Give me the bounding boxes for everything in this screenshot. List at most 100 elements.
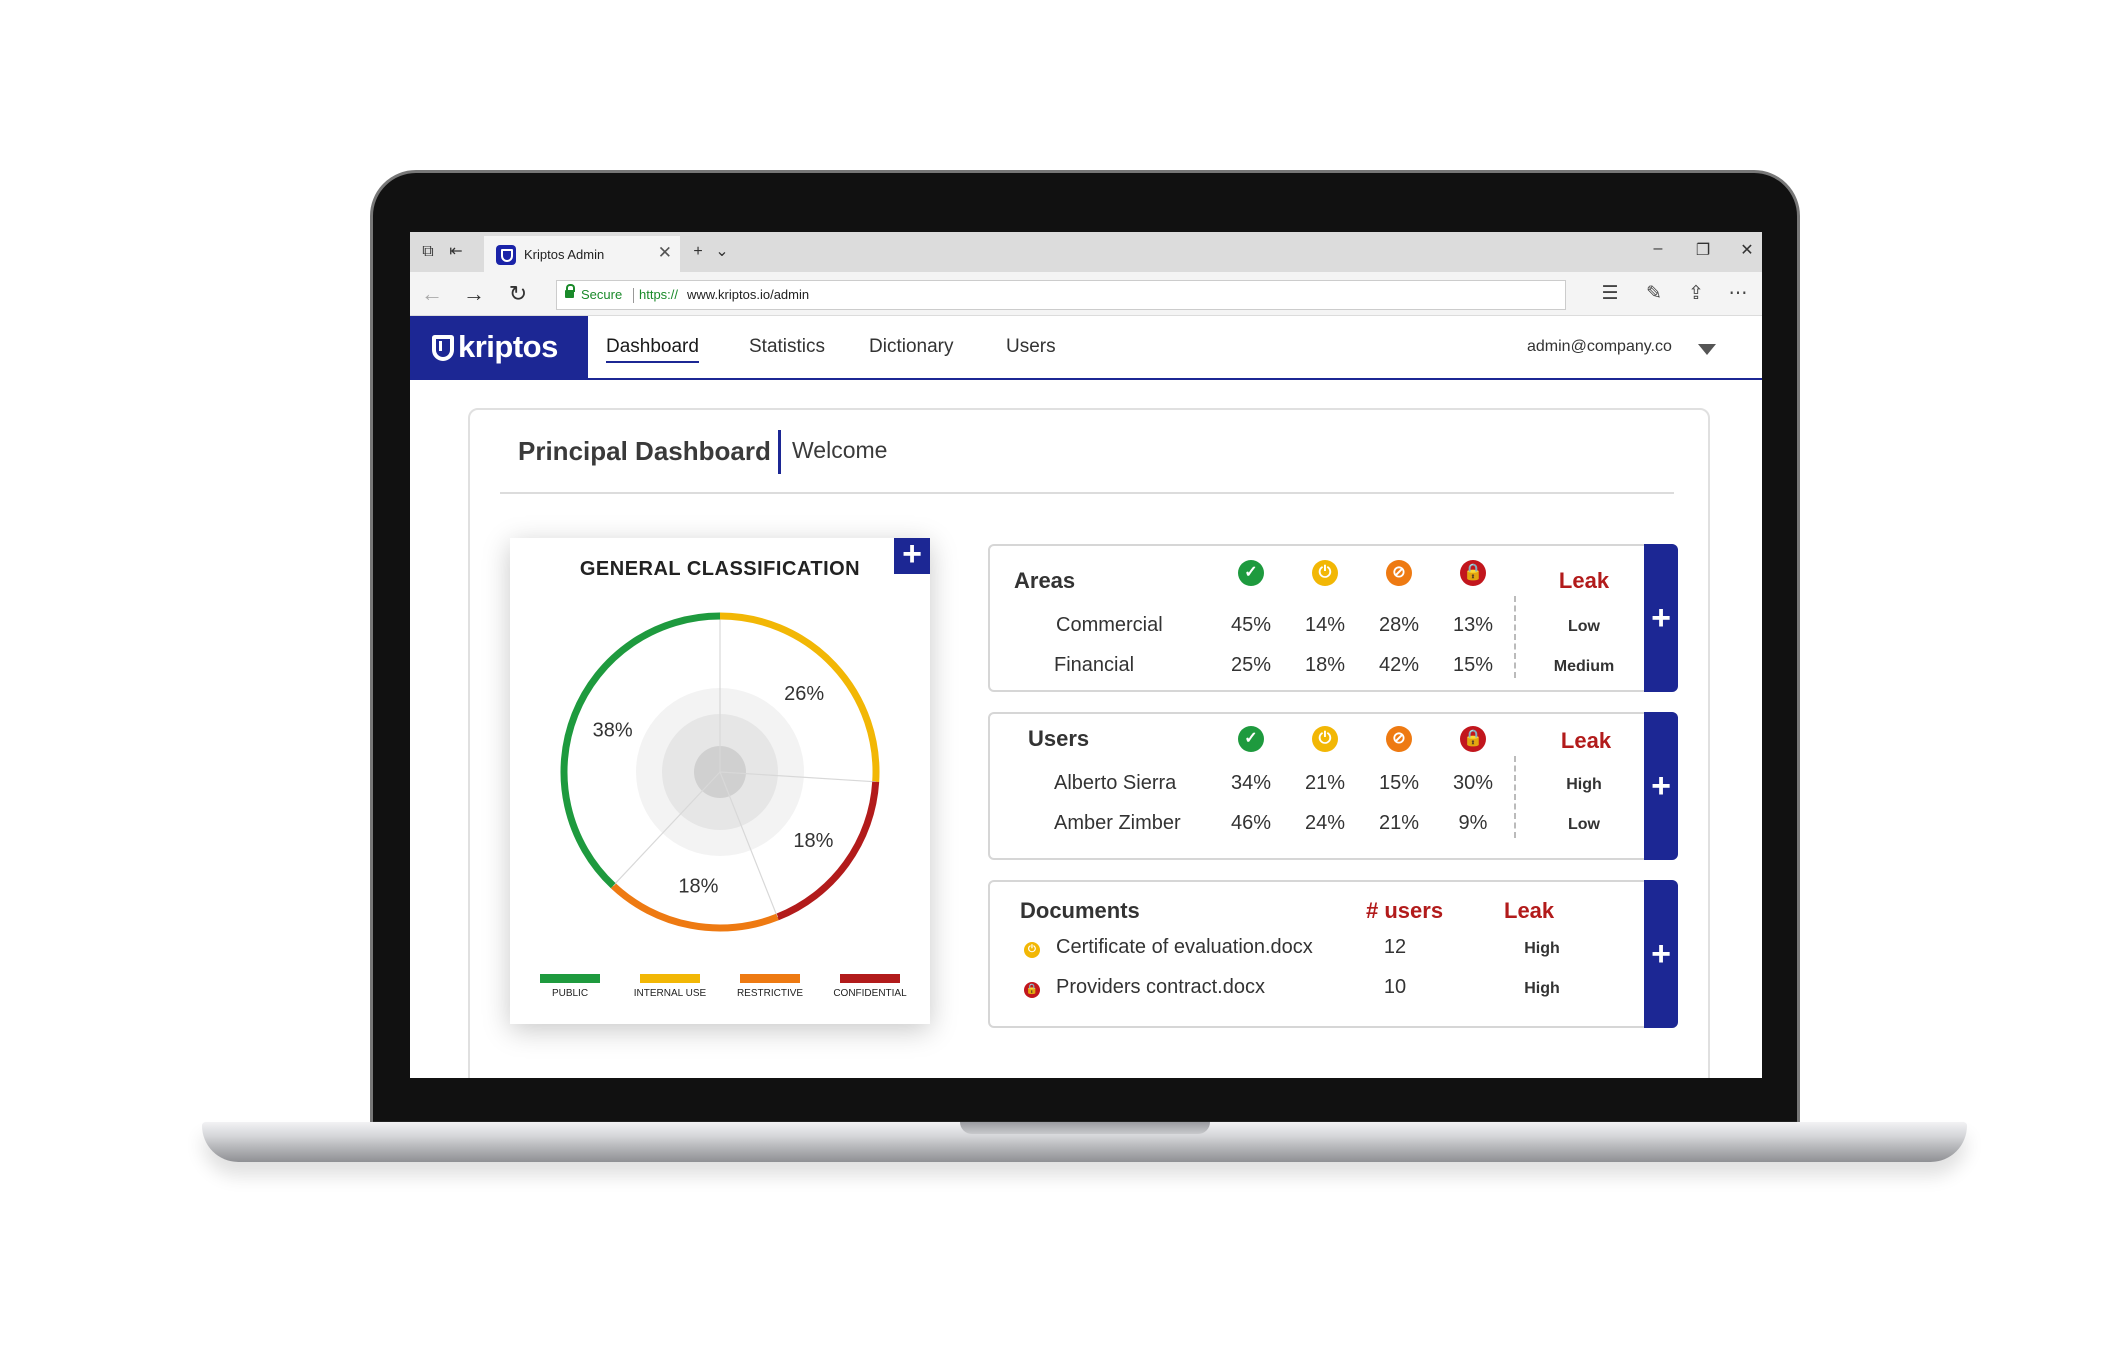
back-arrow-icon[interactable]: ← bbox=[421, 281, 443, 306]
legend-confidential: CONFIDENTIAL bbox=[820, 974, 920, 999]
user-internal-value: 24% bbox=[1304, 812, 1346, 834]
nav-dictionary[interactable]: Dictionary bbox=[869, 336, 954, 357]
user-leak-level: Low bbox=[1568, 816, 1600, 833]
internal-use-icon: ⏻ bbox=[1312, 726, 1338, 752]
legend-restrictive-swatch bbox=[740, 974, 800, 983]
tab-actions-icon[interactable]: ⧉ bbox=[422, 243, 434, 260]
reading-list-icon[interactable]: ☰ bbox=[1601, 283, 1619, 304]
slice-divider bbox=[719, 771, 876, 783]
confidential-lock-icon: 🔒 bbox=[1460, 560, 1486, 586]
internal-use-icon: ⏻ bbox=[1312, 560, 1338, 586]
legend-internal-use: INTERNAL USE bbox=[620, 974, 720, 999]
browser-tabbar: ⧉ ⇤ Kriptos Admin ✕ + ⌄ – ❐ ✕ bbox=[410, 232, 1762, 272]
classification-legend: PUBLIC INTERNAL USE RESTRICTIVE CONFIDEN… bbox=[510, 974, 930, 1014]
legend-confidential-swatch bbox=[840, 974, 900, 983]
legend-public-label: PUBLIC bbox=[551, 988, 589, 999]
document-name[interactable]: Providers contract.docx bbox=[1056, 976, 1265, 998]
forward-arrow-icon[interactable]: → bbox=[463, 281, 485, 306]
tab-title: Kriptos Admin bbox=[524, 247, 605, 262]
dashboard-panel: Principal Dashboard Welcome GENERAL CLAS… bbox=[468, 408, 1710, 1078]
window-close-icon[interactable]: ✕ bbox=[1740, 242, 1754, 259]
slice-label: 38% bbox=[593, 720, 633, 742]
classification-expand-button[interactable]: + bbox=[894, 537, 930, 574]
document-name[interactable]: Certificate of evaluation.docx bbox=[1056, 936, 1313, 958]
user-public-value: 34% bbox=[1230, 772, 1272, 794]
refresh-icon[interactable]: ↻ bbox=[508, 281, 528, 306]
area-restrictive-value: 42% bbox=[1378, 654, 1420, 676]
area-public-value: 25% bbox=[1230, 654, 1272, 676]
url-text: www.kriptos.io/admin bbox=[687, 287, 810, 302]
documents-expand-button[interactable]: + bbox=[1644, 880, 1678, 1028]
areas-card: Areas ✓ ⏻ ⊘ 🔒 Leak Commercial 45% 14% 28… bbox=[988, 544, 1678, 692]
document-leak-level: High bbox=[1524, 940, 1560, 957]
legend-restrictive-label: RESTRICTIVE bbox=[736, 988, 804, 999]
app-header: kriptos Dashboard Statistics Dictionary … bbox=[410, 316, 1762, 380]
slice-divider bbox=[719, 771, 778, 918]
restrictive-icon: ⊘ bbox=[1386, 726, 1412, 752]
public-check-icon: ✓ bbox=[1238, 560, 1264, 586]
user-public-value: 46% bbox=[1230, 812, 1272, 834]
slice-internal-use[interactable] bbox=[719, 612, 880, 783]
user-internal-value: 21% bbox=[1304, 772, 1346, 794]
legend-restrictive: RESTRICTIVE bbox=[720, 974, 820, 999]
slice-public[interactable] bbox=[560, 612, 721, 889]
areas-divider bbox=[1514, 596, 1516, 678]
page-subtitle: Welcome bbox=[792, 437, 888, 463]
new-tab-icon[interactable]: + bbox=[693, 243, 703, 260]
logo-text: kriptos bbox=[458, 329, 558, 364]
user-leak-level: High bbox=[1566, 776, 1602, 793]
minimize-icon[interactable]: – bbox=[1653, 240, 1663, 257]
nav-dashboard[interactable]: Dashboard bbox=[606, 336, 699, 363]
laptop-notch bbox=[959, 1122, 1210, 1134]
screen: ⧉ ⇤ Kriptos Admin ✕ + ⌄ – ❐ ✕ ← → ↻ Secu… bbox=[410, 232, 1762, 1078]
area-restrictive-value: 28% bbox=[1378, 614, 1420, 636]
browser-addressbar: ← → ↻ Secure https:// www.kriptos.io/adm… bbox=[410, 272, 1762, 316]
legend-public-swatch bbox=[540, 974, 600, 983]
areas-expand-button[interactable]: + bbox=[1644, 544, 1678, 692]
user-restrictive-value: 15% bbox=[1378, 772, 1420, 794]
user-name: Amber Zimber bbox=[1054, 812, 1181, 834]
documents-leak-header: Leak bbox=[1504, 898, 1555, 923]
user-restrictive-value: 21% bbox=[1378, 812, 1420, 834]
title-divider bbox=[778, 430, 781, 474]
browser-tab[interactable]: Kriptos Admin ✕ bbox=[484, 236, 680, 272]
more-icon[interactable]: ⋯ bbox=[1728, 283, 1748, 304]
kriptos-favicon-icon bbox=[496, 245, 516, 265]
tab-list-chevron-icon[interactable]: ⌄ bbox=[715, 243, 729, 260]
users-expand-button[interactable]: + bbox=[1644, 712, 1678, 860]
kriptos-logo[interactable]: kriptos bbox=[410, 316, 588, 380]
area-internal-value: 18% bbox=[1304, 654, 1346, 676]
slice-divider bbox=[612, 771, 721, 887]
users-divider bbox=[1514, 756, 1516, 838]
classification-card: GENERAL CLASSIFICATION + 26% 18% 18% 38% PU… bbox=[510, 537, 930, 1024]
share-icon[interactable]: ⇪ bbox=[1688, 283, 1704, 304]
slice-restrictive[interactable] bbox=[610, 883, 779, 932]
shield-logo-icon bbox=[432, 335, 454, 361]
nav-statistics[interactable]: Statistics bbox=[749, 336, 826, 357]
account-dropdown-icon[interactable] bbox=[1698, 344, 1716, 355]
legend-internal-use-swatch bbox=[640, 974, 700, 983]
pen-icon[interactable]: ✎ bbox=[1646, 283, 1662, 304]
set-aside-tabs-icon[interactable]: ⇤ bbox=[449, 243, 463, 260]
restore-icon[interactable]: ❐ bbox=[1695, 242, 1711, 259]
classification-donut-chart: 26% 18% 18% 38% bbox=[560, 612, 880, 932]
area-name: Commercial bbox=[1056, 614, 1163, 636]
internal-use-icon: ⏻ bbox=[1024, 942, 1040, 958]
slice-confidential[interactable] bbox=[776, 781, 880, 921]
area-name: Financial bbox=[1054, 654, 1135, 676]
users-leak-header: Leak bbox=[1560, 728, 1612, 753]
slice-label: 18% bbox=[678, 875, 718, 897]
document-leak-level: High bbox=[1524, 980, 1560, 997]
nav-users[interactable]: Users bbox=[1006, 336, 1056, 357]
users-heading: Users bbox=[1028, 726, 1090, 751]
page-title: Principal Dashboard bbox=[518, 436, 771, 466]
legend-public: PUBLIC bbox=[520, 974, 620, 999]
user-confidential-value: 9% bbox=[1458, 812, 1488, 834]
close-tab-icon[interactable]: ✕ bbox=[657, 243, 672, 262]
slice-label: 26% bbox=[784, 683, 824, 705]
account-email[interactable]: admin@company.co bbox=[1527, 338, 1672, 355]
laptop-base bbox=[202, 1122, 1967, 1162]
documents-card: Documents # users Leak ⏻ Certificate of … bbox=[988, 880, 1678, 1028]
public-check-icon: ✓ bbox=[1238, 726, 1264, 752]
url-input[interactable]: Secure https:// www.kriptos.io/admin bbox=[556, 280, 1566, 310]
